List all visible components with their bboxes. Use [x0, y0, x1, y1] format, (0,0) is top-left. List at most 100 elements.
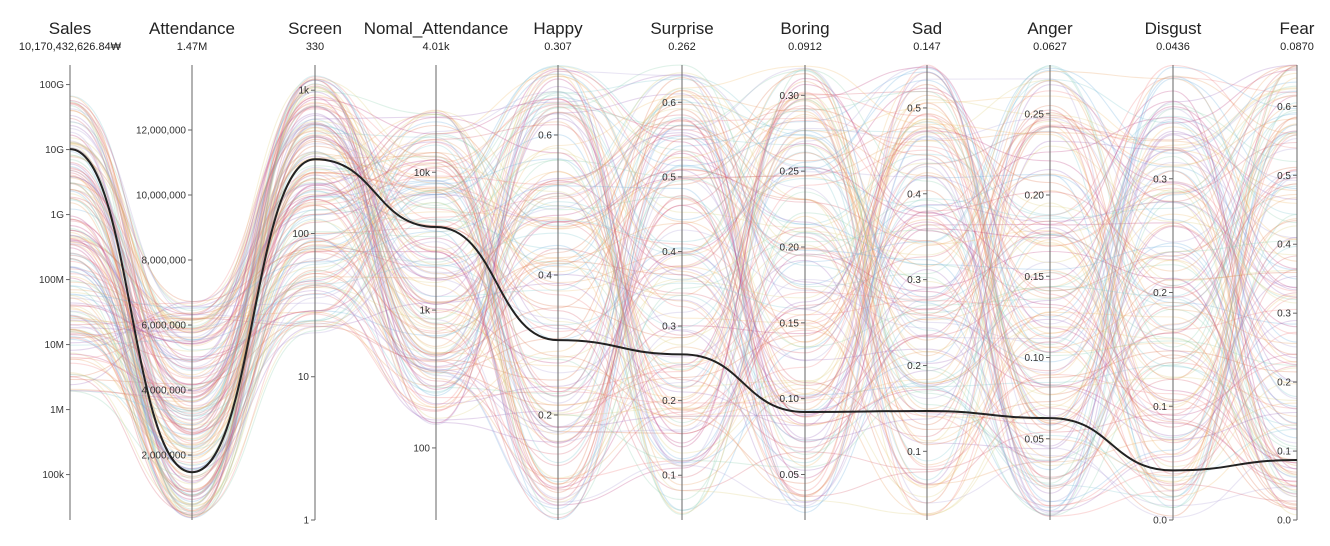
axis-value-disgust: 0.0436 — [1156, 41, 1190, 53]
tick-label: 100 — [292, 229, 309, 240]
background-line — [69, 67, 1298, 424]
background-line — [69, 140, 1298, 485]
axis-title-disgust[interactable]: Disgust — [1145, 19, 1202, 38]
background-line — [69, 105, 1298, 514]
tick-label: 0.25 — [780, 167, 800, 178]
background-line — [69, 70, 1298, 426]
background-line — [69, 117, 1298, 414]
background-line — [69, 95, 1298, 485]
axis-title-fear[interactable]: Fear — [1280, 19, 1315, 38]
background-line — [69, 201, 1298, 494]
axis-title-attendance[interactable]: Attendance — [149, 19, 235, 38]
background-line — [69, 76, 1298, 426]
background-line — [69, 68, 1298, 410]
tick-label: 100M — [39, 275, 64, 286]
background-line — [69, 93, 1298, 494]
background-line — [69, 120, 1298, 515]
background-line — [69, 126, 1298, 496]
tick-label: 0.20 — [1025, 191, 1045, 202]
background-line — [69, 72, 1298, 461]
background-line — [69, 78, 1298, 401]
background-line — [69, 100, 1298, 487]
axis-value-sales: 10,170,432,626.84₩ — [19, 41, 122, 53]
tick-label: 0.5 — [1277, 171, 1291, 182]
background-line — [69, 120, 1298, 473]
axis-title-screen[interactable]: Screen — [288, 19, 342, 38]
background-line — [69, 70, 1298, 512]
tick-label: 100G — [40, 80, 65, 91]
background-line — [69, 113, 1298, 498]
background-line — [69, 137, 1298, 410]
background-line — [69, 108, 1298, 507]
background-line — [69, 175, 1298, 518]
background-line — [69, 102, 1298, 477]
axis-title-sad[interactable]: Sad — [912, 19, 942, 38]
background-line — [69, 124, 1298, 439]
background-line — [69, 172, 1298, 498]
axis-value-boring: 0.0912 — [788, 41, 822, 53]
axis-title-boring[interactable]: Boring — [780, 19, 829, 38]
background-line — [69, 93, 1298, 501]
background-line — [69, 105, 1298, 480]
tick-label: 0.6 — [662, 98, 676, 109]
axis-value-nomal_attendance: 4.01k — [423, 41, 450, 53]
background-line — [69, 90, 1298, 479]
tick-label: 0.25 — [1025, 109, 1045, 120]
background-line — [69, 169, 1298, 470]
tick-label: 0.30 — [780, 91, 800, 102]
axis-value-screen: 330 — [306, 41, 324, 53]
tick-label: 0.4 — [907, 189, 921, 200]
background-line — [69, 96, 1298, 376]
background-line — [69, 70, 1298, 333]
axis-title-anger[interactable]: Anger — [1027, 19, 1073, 38]
axis-value-surprise: 0.262 — [668, 41, 696, 53]
background-line — [69, 91, 1298, 517]
axis-title-sales[interactable]: Sales — [49, 19, 92, 38]
background-line — [69, 73, 1298, 446]
axis-title-surprise[interactable]: Surprise — [650, 19, 713, 38]
background-line — [69, 142, 1298, 495]
background-line — [69, 121, 1298, 436]
background-line — [69, 79, 1298, 480]
axis-value-happy: 0.307 — [544, 41, 572, 53]
background-line — [69, 80, 1298, 427]
tick-label: 0.2 — [538, 411, 552, 422]
axis-title-happy[interactable]: Happy — [533, 19, 583, 38]
tick-label: 8,000,000 — [142, 256, 187, 267]
background-line — [69, 65, 1298, 514]
background-line — [69, 91, 1298, 492]
background-line — [69, 64, 1298, 430]
background-line — [69, 168, 1298, 497]
background-line — [69, 244, 1298, 506]
tick-label: 100k — [42, 470, 65, 481]
tick-label: 4,000,000 — [142, 386, 187, 397]
background-line — [69, 66, 1298, 512]
background-line — [69, 109, 1298, 506]
tick-label: 1k — [298, 86, 310, 97]
tick-label: 6,000,000 — [142, 321, 187, 332]
background-line — [69, 132, 1298, 398]
background-line — [69, 67, 1298, 519]
background-line — [69, 65, 1298, 408]
tick-label: 1 — [303, 516, 309, 527]
background-line — [69, 96, 1298, 507]
background-line — [69, 117, 1298, 479]
background-line — [69, 93, 1298, 498]
background-line — [69, 65, 1298, 476]
tick-label: 0.1 — [1277, 447, 1291, 458]
axis-title-nomal_attendance[interactable]: Nomal_Attendance — [364, 19, 509, 38]
background-line — [69, 66, 1298, 511]
background-line — [69, 132, 1298, 478]
background-line — [69, 75, 1298, 462]
background-line — [69, 113, 1298, 516]
background-line — [69, 78, 1298, 467]
background-line — [69, 125, 1298, 510]
tick-label: 2,000,000 — [142, 451, 187, 462]
background-line — [69, 78, 1298, 499]
background-line — [69, 123, 1298, 405]
background-line — [69, 77, 1298, 483]
tick-label: 0.10 — [780, 394, 800, 405]
background-line — [69, 166, 1298, 514]
background-line — [69, 64, 1298, 404]
tick-label: 0.4 — [538, 271, 552, 282]
